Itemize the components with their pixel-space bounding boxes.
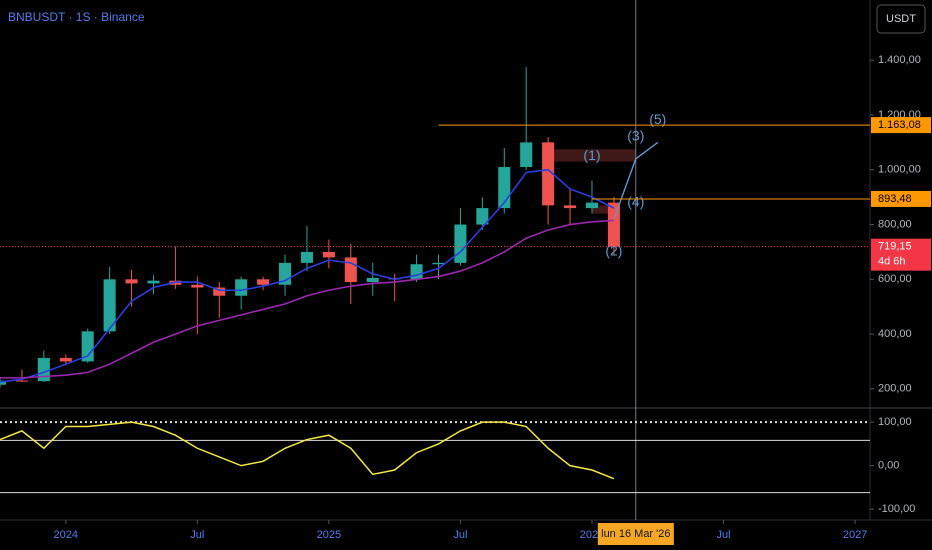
x-tick-label: Jul [190,529,204,541]
candle-body [585,202,599,209]
price-level-tag [871,190,931,207]
y-tick-label: 400,00 [878,328,912,340]
candle-body [0,380,7,385]
candle-body [235,279,248,296]
y-tick-label: 600,00 [878,273,912,285]
candle-body [103,279,116,332]
candle-body [520,142,533,168]
y-tick-label: 800,00 [878,218,912,230]
currency-label[interactable]: USDT [886,13,916,25]
moving-average [0,168,615,383]
candle-body [125,279,138,284]
candle-body [322,251,335,258]
candle-body [147,280,160,284]
y-tick-label: 1.400,00 [878,54,921,66]
price-level-label: 719,15 [878,241,912,253]
x-tick-label: 2027 [843,529,867,541]
y-tick-label: -100,00 [878,503,915,515]
wave-label: (2) [605,243,622,259]
candle-body [15,380,28,382]
wave-label: (1) [583,147,600,163]
x-tick-label: Jul [453,529,467,541]
candle-body [476,208,489,225]
x-tick-label: 2025 [317,529,341,541]
oscillator-line [0,421,615,480]
moving-average [0,219,614,379]
candle-body [542,142,555,206]
x-tick-label: 2024 [54,529,78,541]
wave-label: (5) [649,111,666,127]
crosshair-label: lun 16 Mar '26 [601,528,670,540]
candle-body [432,262,445,265]
candle-body [37,357,50,382]
y-tick-label: 200,00 [878,383,912,395]
price-level-tag [871,238,931,271]
candle-body [191,284,204,288]
candle-body [366,277,379,283]
candle-body [607,202,620,247]
currency-button[interactable] [876,4,926,34]
y-tick-label: 0,00 [878,460,899,472]
chart-title: BNBUSDT · 1S · Binance [8,10,145,24]
price-level-label: 893,48 [878,193,912,205]
candle-body [454,224,467,263]
candle-body [410,264,423,280]
y-tick-label: 1.000,00 [878,164,921,176]
candle-body [300,251,313,263]
crosshair-tag [597,523,674,545]
x-tick-label: Jul [716,529,730,541]
candle-body [81,331,94,362]
price-level-label: 1.163,08 [878,119,921,131]
price-level-tag [871,117,931,134]
y-tick-label: 100,00 [878,416,912,428]
zone [548,149,636,162]
candle-body [564,205,577,209]
zone [591,205,614,214]
candle-body [344,257,357,283]
countdown: 4d 6h [878,256,906,268]
candle-body [213,287,226,296]
candle-body [257,279,270,285]
candle-body [59,357,72,362]
